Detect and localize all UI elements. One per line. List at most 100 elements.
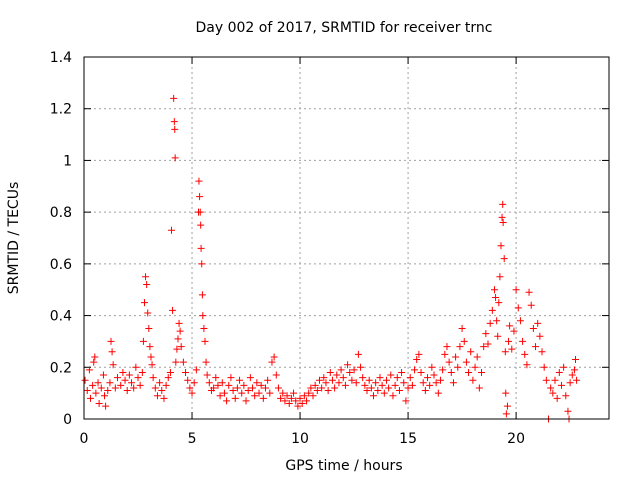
data-point bbox=[494, 332, 502, 340]
data-point bbox=[419, 379, 427, 387]
data-point bbox=[174, 335, 182, 343]
data-point bbox=[107, 337, 115, 345]
data-point bbox=[333, 371, 341, 379]
data-point bbox=[198, 291, 206, 299]
data-point bbox=[348, 376, 356, 384]
data-point bbox=[512, 286, 520, 294]
data-point bbox=[547, 384, 555, 392]
data-point bbox=[376, 374, 384, 382]
data-point bbox=[385, 384, 393, 392]
data-point bbox=[337, 366, 345, 374]
data-point bbox=[140, 299, 148, 307]
data-point bbox=[478, 368, 486, 376]
data-point bbox=[402, 397, 410, 405]
data-point bbox=[197, 221, 205, 229]
data-point bbox=[456, 343, 464, 351]
data-point bbox=[555, 368, 563, 376]
data-point bbox=[488, 306, 496, 314]
data-point bbox=[261, 384, 269, 392]
data-point bbox=[542, 376, 550, 384]
data-point bbox=[91, 353, 99, 361]
data-point bbox=[313, 387, 321, 395]
data-point bbox=[462, 358, 470, 366]
data-point bbox=[119, 368, 127, 376]
data-point bbox=[516, 317, 524, 325]
data-point bbox=[143, 281, 151, 289]
x-axis-label: GPS time / hours bbox=[285, 458, 402, 474]
data-point bbox=[503, 402, 511, 410]
data-point bbox=[136, 381, 144, 389]
y-tick-label: 0.4 bbox=[50, 309, 72, 325]
data-point bbox=[231, 394, 239, 402]
data-point bbox=[238, 389, 246, 397]
data-point bbox=[529, 325, 537, 332]
y-tick-label: 0.2 bbox=[50, 360, 72, 376]
data-point bbox=[200, 325, 208, 332]
data-point bbox=[173, 345, 181, 353]
data-point bbox=[251, 392, 259, 400]
data-point bbox=[460, 337, 468, 345]
data-point bbox=[201, 337, 209, 345]
data-point bbox=[287, 394, 295, 402]
data-point bbox=[268, 358, 276, 366]
data-point bbox=[408, 381, 416, 389]
data-point bbox=[166, 368, 174, 376]
data-point bbox=[109, 361, 117, 369]
data-point bbox=[572, 356, 580, 364]
data-point bbox=[270, 353, 278, 361]
data-point bbox=[331, 384, 339, 392]
data-point bbox=[121, 376, 129, 384]
data-point bbox=[465, 368, 473, 376]
data-point bbox=[426, 381, 434, 389]
data-point bbox=[148, 361, 156, 369]
data-point bbox=[160, 394, 168, 402]
data-point bbox=[223, 397, 231, 405]
data-point bbox=[104, 387, 112, 395]
data-point bbox=[482, 330, 490, 338]
data-point bbox=[497, 242, 505, 250]
data-point bbox=[499, 200, 507, 208]
data-point bbox=[147, 353, 155, 361]
y-tick-label: 0 bbox=[63, 412, 72, 428]
data-point bbox=[249, 384, 257, 392]
data-point bbox=[501, 348, 509, 356]
data-point bbox=[525, 288, 533, 296]
data-point bbox=[186, 384, 194, 392]
chart-title: Day 002 of 2017, SRMTID for receiver trn… bbox=[196, 20, 493, 36]
data-point bbox=[445, 358, 453, 366]
data-point bbox=[303, 397, 311, 405]
data-point bbox=[257, 381, 265, 389]
data-point bbox=[564, 407, 572, 415]
data-points bbox=[81, 94, 581, 423]
data-point bbox=[106, 379, 114, 387]
data-point bbox=[212, 374, 220, 382]
data-point bbox=[387, 371, 395, 379]
data-point bbox=[484, 340, 492, 348]
data-point bbox=[557, 381, 565, 389]
data-point bbox=[108, 348, 116, 356]
data-point bbox=[266, 389, 274, 397]
data-point bbox=[236, 376, 244, 384]
data-point bbox=[95, 399, 103, 407]
data-point bbox=[428, 363, 436, 371]
series-srmtid bbox=[81, 94, 581, 423]
data-point bbox=[164, 374, 172, 382]
data-point bbox=[395, 387, 403, 395]
data-point bbox=[156, 379, 164, 387]
data-point bbox=[130, 384, 138, 392]
data-point bbox=[434, 389, 442, 397]
data-point bbox=[320, 374, 328, 382]
data-point bbox=[400, 379, 408, 387]
data-point bbox=[350, 366, 358, 374]
data-point bbox=[370, 392, 378, 400]
data-point bbox=[169, 306, 177, 314]
data-point bbox=[502, 410, 510, 418]
data-point bbox=[171, 154, 179, 162]
data-point bbox=[214, 381, 222, 389]
data-point bbox=[469, 376, 477, 384]
data-point bbox=[277, 394, 285, 402]
data-point bbox=[536, 332, 544, 340]
data-point bbox=[540, 363, 548, 371]
data-point bbox=[372, 379, 380, 387]
data-point bbox=[196, 193, 204, 201]
